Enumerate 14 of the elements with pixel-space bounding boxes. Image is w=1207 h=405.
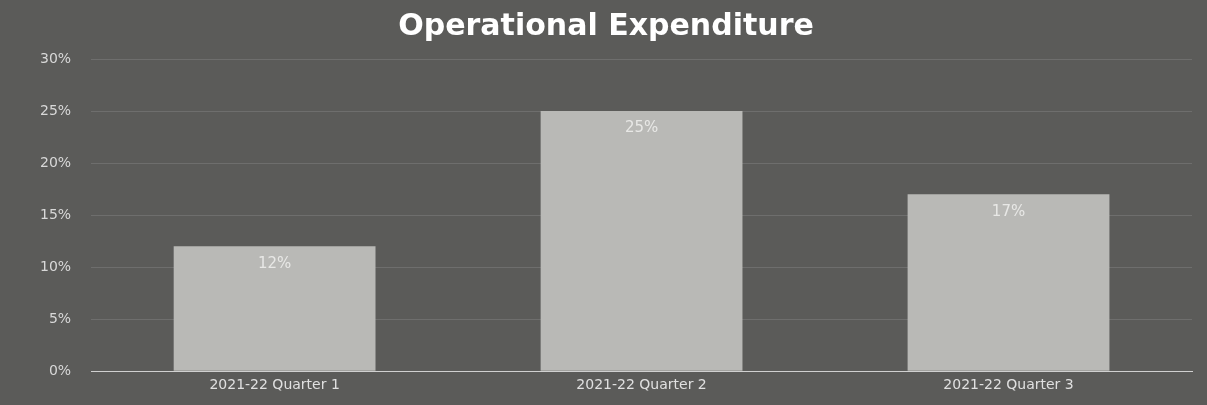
x-tick-label: 2021-22 Quarter 1 [209, 376, 340, 393]
bar [540, 111, 743, 371]
y-tick-label: 10% [39, 257, 72, 274]
y-tick-label: 25% [39, 101, 72, 118]
bar [173, 246, 376, 371]
x-tick-label: 2021-22 Quarter 2 [576, 376, 707, 393]
y-tick-label: 30% [39, 49, 72, 66]
chart-title: Operational Expenditure [398, 6, 814, 42]
y-tick-label: 15% [39, 205, 72, 222]
x-tick-label: 2021-22 Quarter 3 [943, 376, 1074, 393]
y-tick-label: 5% [48, 309, 72, 326]
y-tick-label: 20% [39, 153, 72, 170]
bar [907, 194, 1110, 371]
y-tick-label: 0% [48, 361, 72, 378]
